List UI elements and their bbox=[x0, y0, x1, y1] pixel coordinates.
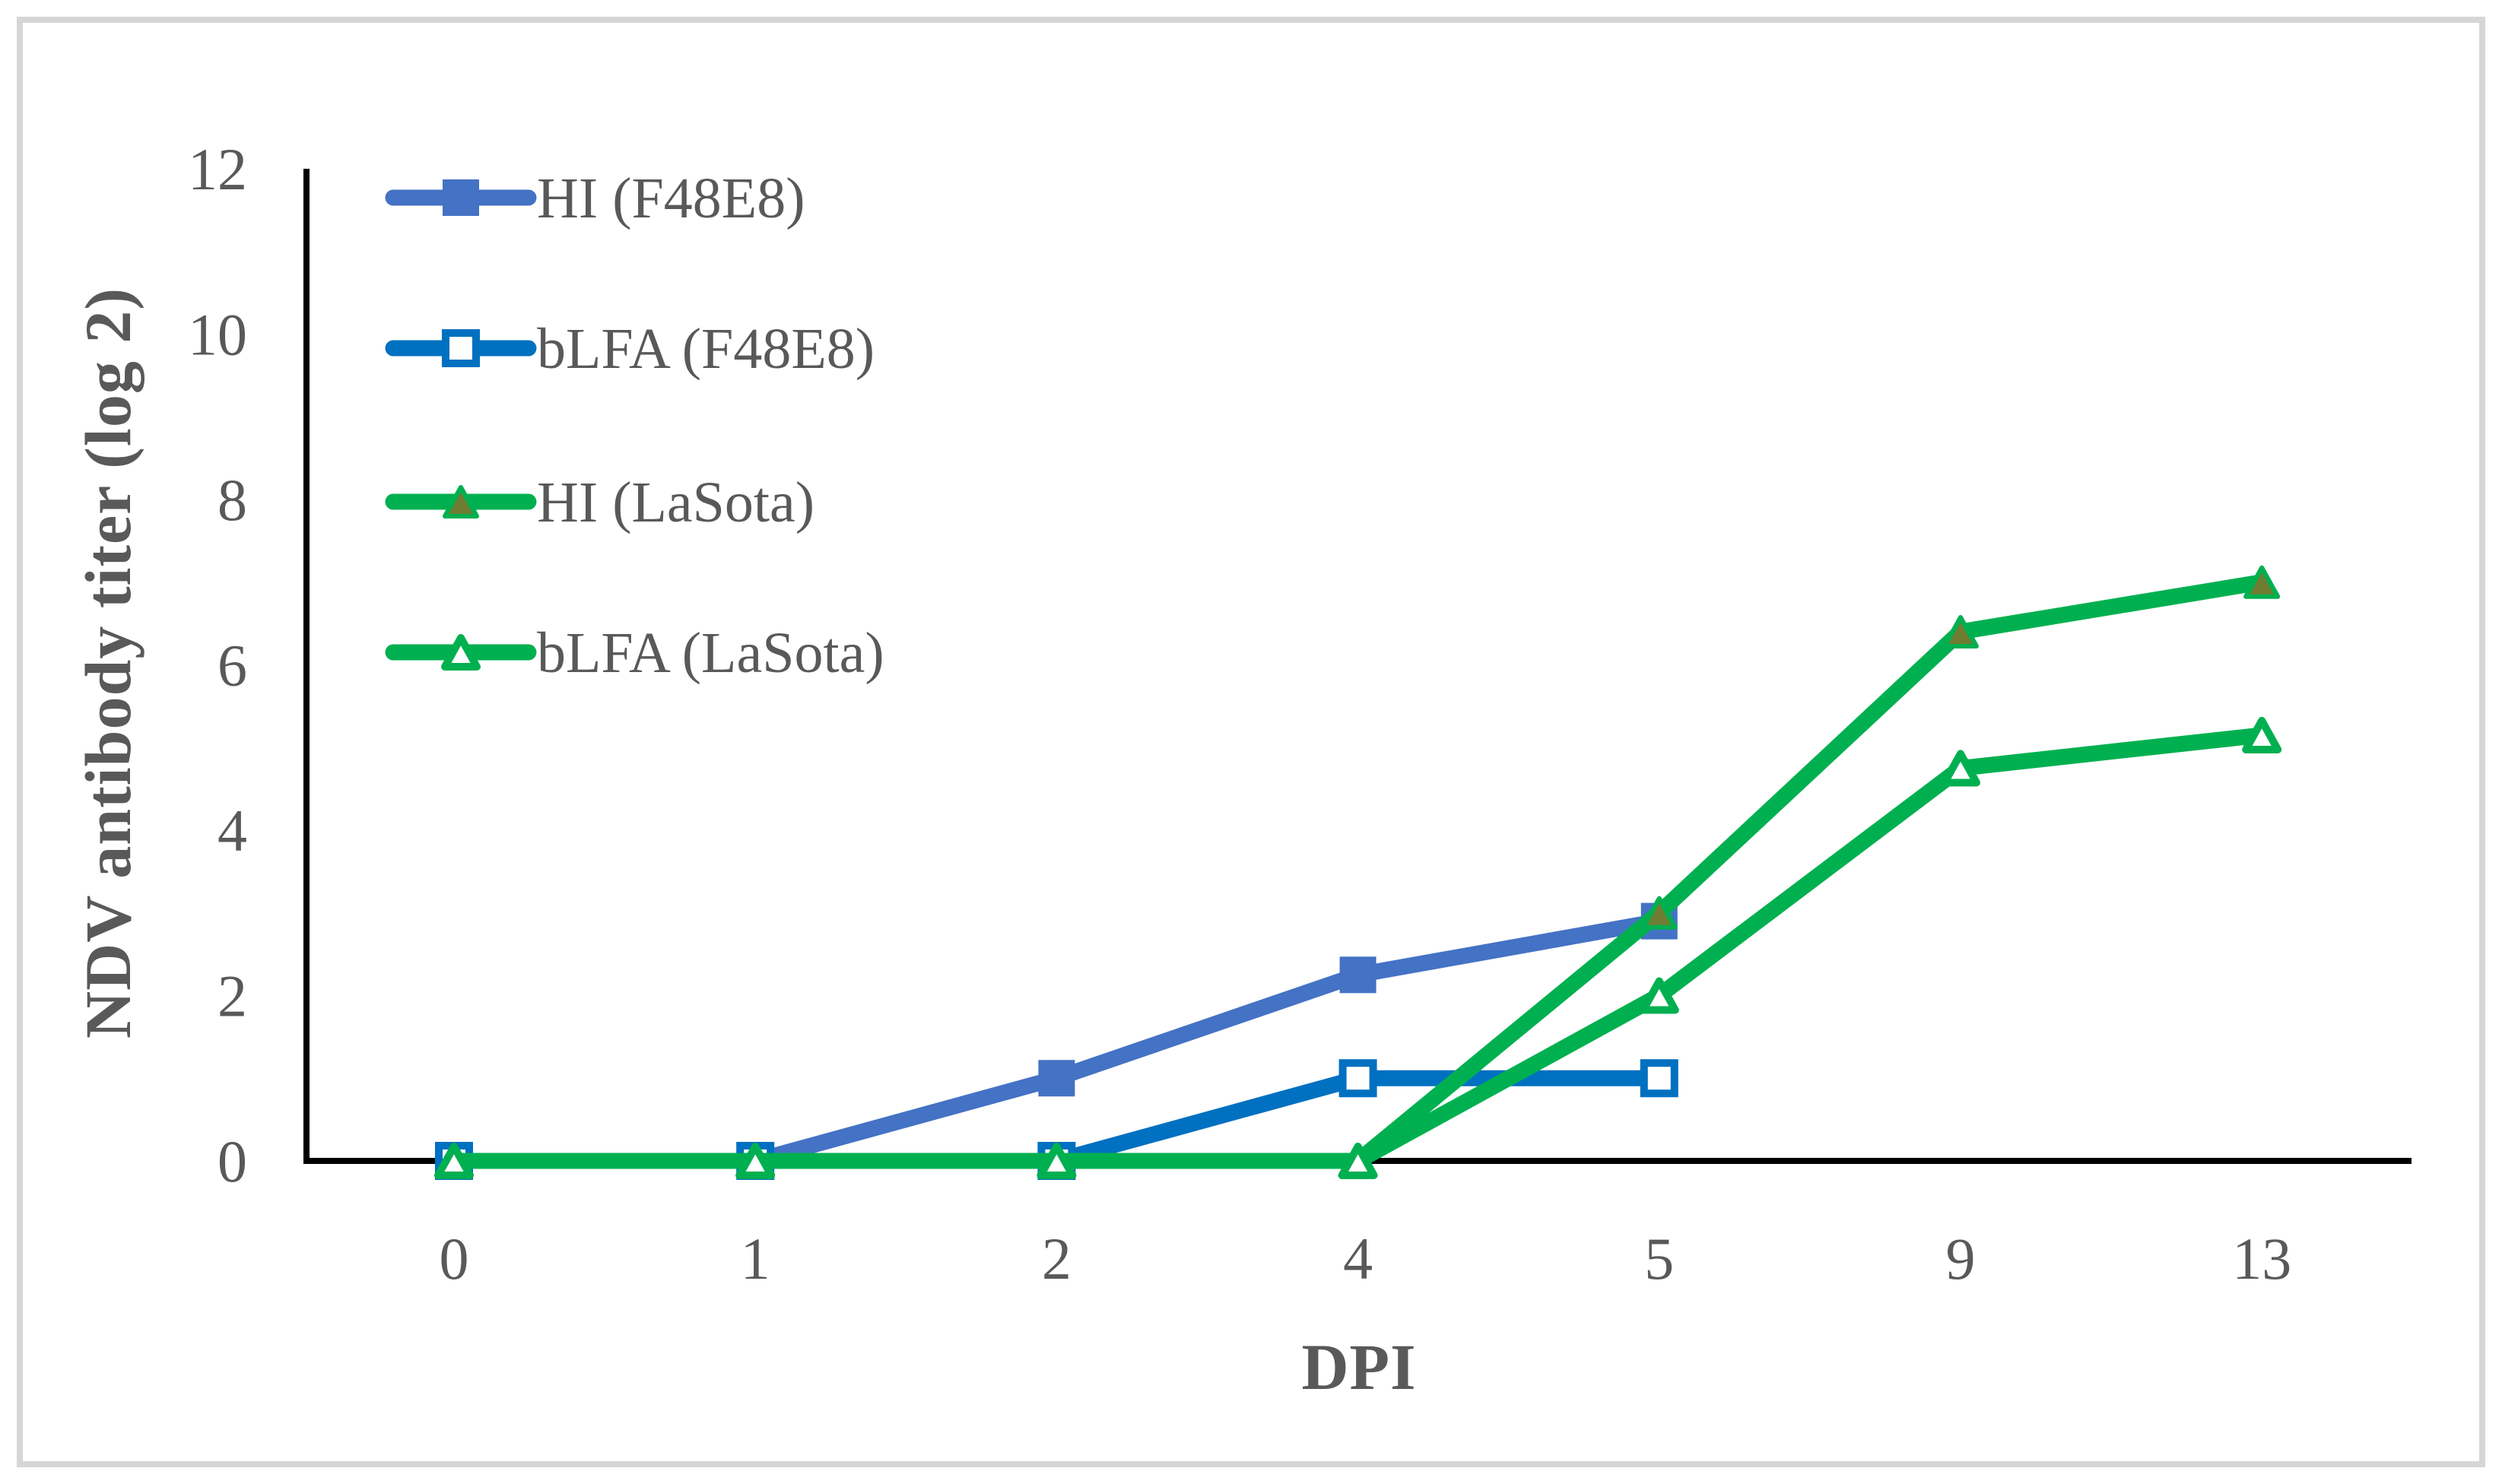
marker-square-open-blfa-f48e8 bbox=[1640, 1059, 1678, 1098]
x-tick-label: 2 bbox=[1042, 1226, 1072, 1292]
y-tick-label: 4 bbox=[217, 797, 247, 864]
y-tick-label: 2 bbox=[217, 963, 247, 1029]
legend-label-hi-f48e8: HI (F48E8) bbox=[537, 166, 805, 230]
marker-triangle-open-blfa-lasota bbox=[434, 1143, 474, 1179]
figure-border bbox=[17, 17, 2485, 1467]
x-tick-label: 5 bbox=[1644, 1226, 1674, 1292]
marker-triangle-open-blfa-lasota bbox=[735, 1143, 776, 1179]
y-tick-label: 6 bbox=[217, 633, 247, 699]
marker-square-filled-hi-f48e8 bbox=[1038, 1060, 1075, 1097]
x-tick-label: 1 bbox=[741, 1226, 770, 1292]
legend-label-hi-lasota: HI (LaSota) bbox=[537, 471, 814, 534]
y-tick-label: 10 bbox=[188, 302, 247, 368]
marker-triangle-open-blfa-lasota bbox=[1338, 1143, 1378, 1179]
x-tick-label: 13 bbox=[2232, 1226, 2291, 1292]
x-tick-label: 4 bbox=[1343, 1226, 1373, 1292]
marker-triangle-filled-hi-lasota bbox=[1942, 615, 1979, 648]
legend-marker-hi-f48e8 bbox=[443, 179, 479, 216]
y-tick-label: 8 bbox=[217, 467, 247, 533]
marker-triangle-open-blfa-lasota bbox=[1941, 750, 1980, 787]
marker-square-open-blfa-f48e8 bbox=[1338, 1059, 1377, 1098]
y-axis-title: NDV antibody titer (log 2) bbox=[71, 287, 144, 1038]
legend-label-blfa-f48e8: bLFA (F48E8) bbox=[537, 317, 875, 381]
x-tick-label: 0 bbox=[440, 1226, 469, 1292]
x-tick-label: 9 bbox=[1946, 1226, 1976, 1292]
y-tick-label: 12 bbox=[188, 136, 247, 202]
marker-triangle-open-blfa-lasota bbox=[1037, 1143, 1077, 1179]
legend-marker-blfa-f48e8 bbox=[442, 329, 480, 367]
legend-label-blfa-lasota: bLFA (LaSota) bbox=[537, 621, 884, 685]
marker-square-filled-hi-f48e8 bbox=[1339, 956, 1376, 994]
marker-triangle-open-blfa-lasota bbox=[1639, 977, 1679, 1014]
x-axis-title: DPI bbox=[1301, 1330, 1417, 1403]
legend-marker-hi-lasota bbox=[443, 485, 479, 518]
series-line-hi-f48e8 bbox=[446, 913, 1668, 1169]
y-tick-label: 0 bbox=[217, 1128, 247, 1194]
marker-triangle-filled-hi-lasota bbox=[1640, 896, 1678, 930]
marker-triangle-open-blfa-lasota bbox=[2242, 716, 2282, 753]
legend-marker-blfa-lasota bbox=[441, 634, 481, 671]
marker-triangle-filled-hi-lasota bbox=[2243, 565, 2281, 599]
